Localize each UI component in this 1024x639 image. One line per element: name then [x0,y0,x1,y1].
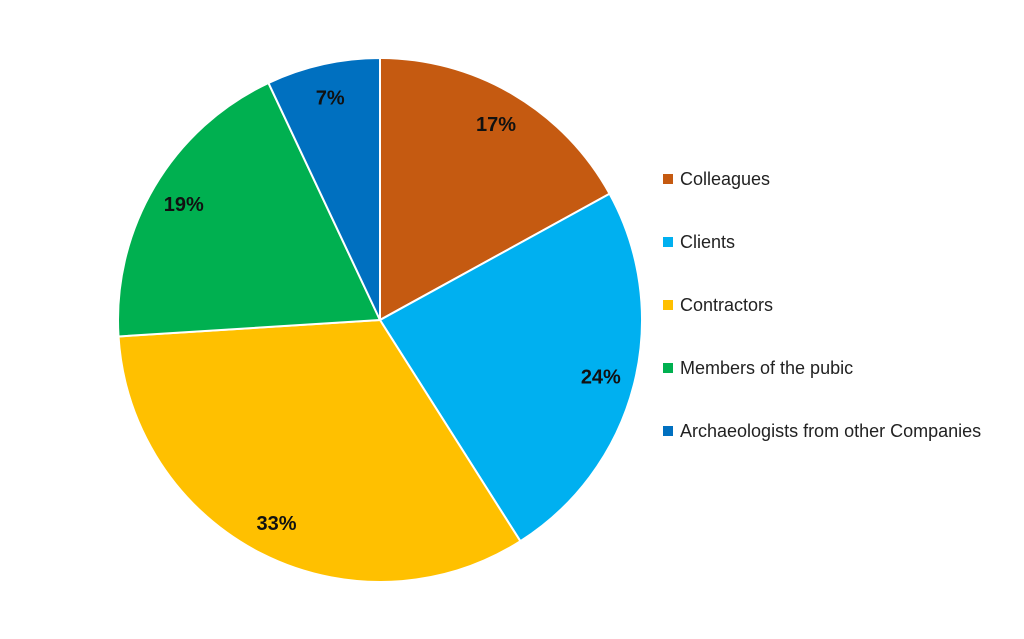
data-label: 17% [476,114,516,136]
data-label: 7% [316,87,345,109]
data-label: 19% [164,194,204,216]
legend-label: Clients [680,231,736,252]
legend-swatch [663,237,673,247]
pie-slice-archaeologists-from-other-companies [267,56,381,321]
legend-item-archaeologists: Archaeologists from other Companies [663,420,981,442]
legend-label: Colleagues [680,168,771,189]
legend-swatch [663,300,673,310]
data-label: 24% [581,367,621,389]
pie-slice-members-of-the-pubic [117,81,382,338]
legend-item-colleagues: Colleagues [663,168,981,190]
legend-label: Contractors [680,294,774,315]
pie-slice-colleagues [379,56,611,322]
legend: Colleagues Clients Contractors Members o… [663,168,981,483]
legend-item-contractors: Contractors [663,294,981,316]
data-label: 33% [256,513,296,535]
legend-label: Archaeologists from other Companies [680,420,982,441]
pie-slice-contractors [117,318,522,583]
pie-slice-clients [378,192,643,543]
legend-item-clients: Clients [663,231,981,253]
legend-label: Members of the pubic [680,357,854,378]
legend-swatch [663,174,673,184]
legend-item-members-of-public: Members of the pubic [663,357,981,379]
legend-swatch [663,363,673,373]
legend-swatch [663,426,673,436]
